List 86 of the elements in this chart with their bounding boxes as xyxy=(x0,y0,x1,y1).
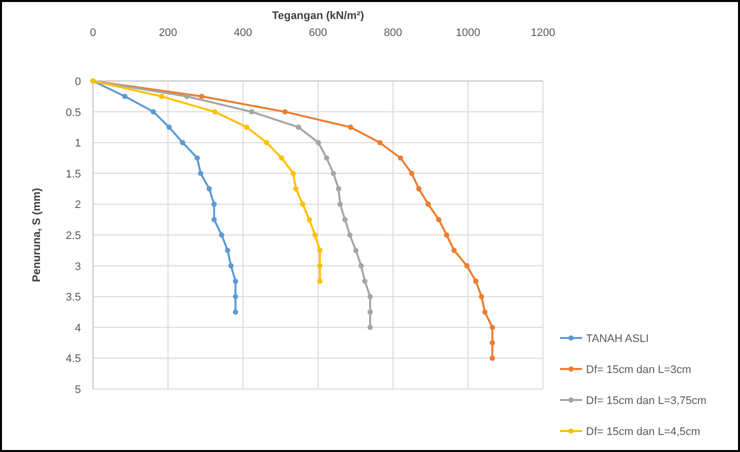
point xyxy=(444,232,450,238)
point xyxy=(150,109,156,114)
point xyxy=(348,124,354,130)
x-tick-label: 1000 xyxy=(456,27,480,39)
point xyxy=(211,216,217,222)
point xyxy=(482,309,488,315)
point xyxy=(342,216,348,222)
point xyxy=(218,232,224,238)
x-axis-title: Tegangan (kN/m²) xyxy=(272,10,364,22)
point xyxy=(198,170,204,176)
point xyxy=(416,186,422,192)
point xyxy=(232,309,238,315)
x-tick-label: 800 xyxy=(384,27,402,39)
point xyxy=(232,278,238,284)
point xyxy=(306,216,312,222)
point xyxy=(478,294,484,300)
point xyxy=(166,124,172,130)
point xyxy=(353,248,359,254)
point xyxy=(180,140,186,146)
y-tick-label: 3.5 xyxy=(66,292,81,304)
x-tick-label: 200 xyxy=(158,27,178,39)
y-tick-label: 1 xyxy=(74,138,81,150)
point xyxy=(347,232,353,238)
x-tick-label: 400 xyxy=(234,27,252,39)
point xyxy=(426,202,431,207)
point xyxy=(300,202,306,207)
point xyxy=(317,248,323,254)
y-tick-label: 1.5 xyxy=(66,168,81,180)
y-tick-label: 0.5 xyxy=(66,106,81,119)
point xyxy=(324,155,330,161)
point xyxy=(278,155,284,161)
point xyxy=(232,294,238,300)
point xyxy=(490,324,496,330)
point xyxy=(358,263,364,268)
x-tick-label: 1200 xyxy=(530,27,556,39)
y-tick-label: 2.5 xyxy=(66,230,81,242)
x-tick-label: 0 xyxy=(90,27,96,39)
point xyxy=(336,186,342,192)
point xyxy=(212,109,218,114)
point xyxy=(367,324,373,330)
legend-label: Df= 15cm dan L=3,75cm xyxy=(586,395,706,407)
point xyxy=(244,124,250,130)
point xyxy=(377,140,383,146)
point xyxy=(473,278,479,284)
point xyxy=(206,186,212,192)
point xyxy=(464,263,470,268)
y-tick-label: 0 xyxy=(74,76,81,88)
point xyxy=(337,202,343,207)
legend-label: Df= 15cm dan L=4,5cm xyxy=(586,426,700,438)
point xyxy=(290,170,296,176)
point xyxy=(224,248,230,254)
point xyxy=(490,340,496,346)
legend-label: TANAH ASLI xyxy=(586,333,649,345)
point xyxy=(330,170,336,176)
point xyxy=(158,94,164,100)
point xyxy=(228,263,234,268)
y-tick-label: 5 xyxy=(74,384,81,396)
point xyxy=(398,155,404,161)
point xyxy=(367,294,373,300)
legend-label: Df= 15cm dan L=3cm xyxy=(586,364,692,376)
point xyxy=(451,248,457,254)
point xyxy=(296,124,302,130)
point xyxy=(317,278,323,284)
point xyxy=(122,94,128,100)
y-tick-label: 4.5 xyxy=(66,353,81,366)
point xyxy=(282,109,288,114)
y-tick-label: 3 xyxy=(74,260,81,273)
point xyxy=(362,278,368,284)
point xyxy=(211,202,217,207)
point xyxy=(317,263,323,268)
point xyxy=(367,309,373,315)
y-tick-label: 4 xyxy=(74,322,81,334)
point xyxy=(248,109,254,114)
point xyxy=(199,94,204,100)
point xyxy=(409,170,414,176)
point xyxy=(312,232,318,238)
x-tick-label: 600 xyxy=(308,27,328,39)
point xyxy=(490,356,496,361)
y-tick-label: 2 xyxy=(74,199,81,212)
y-axis-title: Penuruna, S (mm) xyxy=(31,188,43,282)
point xyxy=(436,216,442,222)
point xyxy=(184,94,190,100)
point xyxy=(264,140,270,146)
point xyxy=(194,155,200,161)
point xyxy=(293,186,299,192)
point xyxy=(316,140,322,146)
